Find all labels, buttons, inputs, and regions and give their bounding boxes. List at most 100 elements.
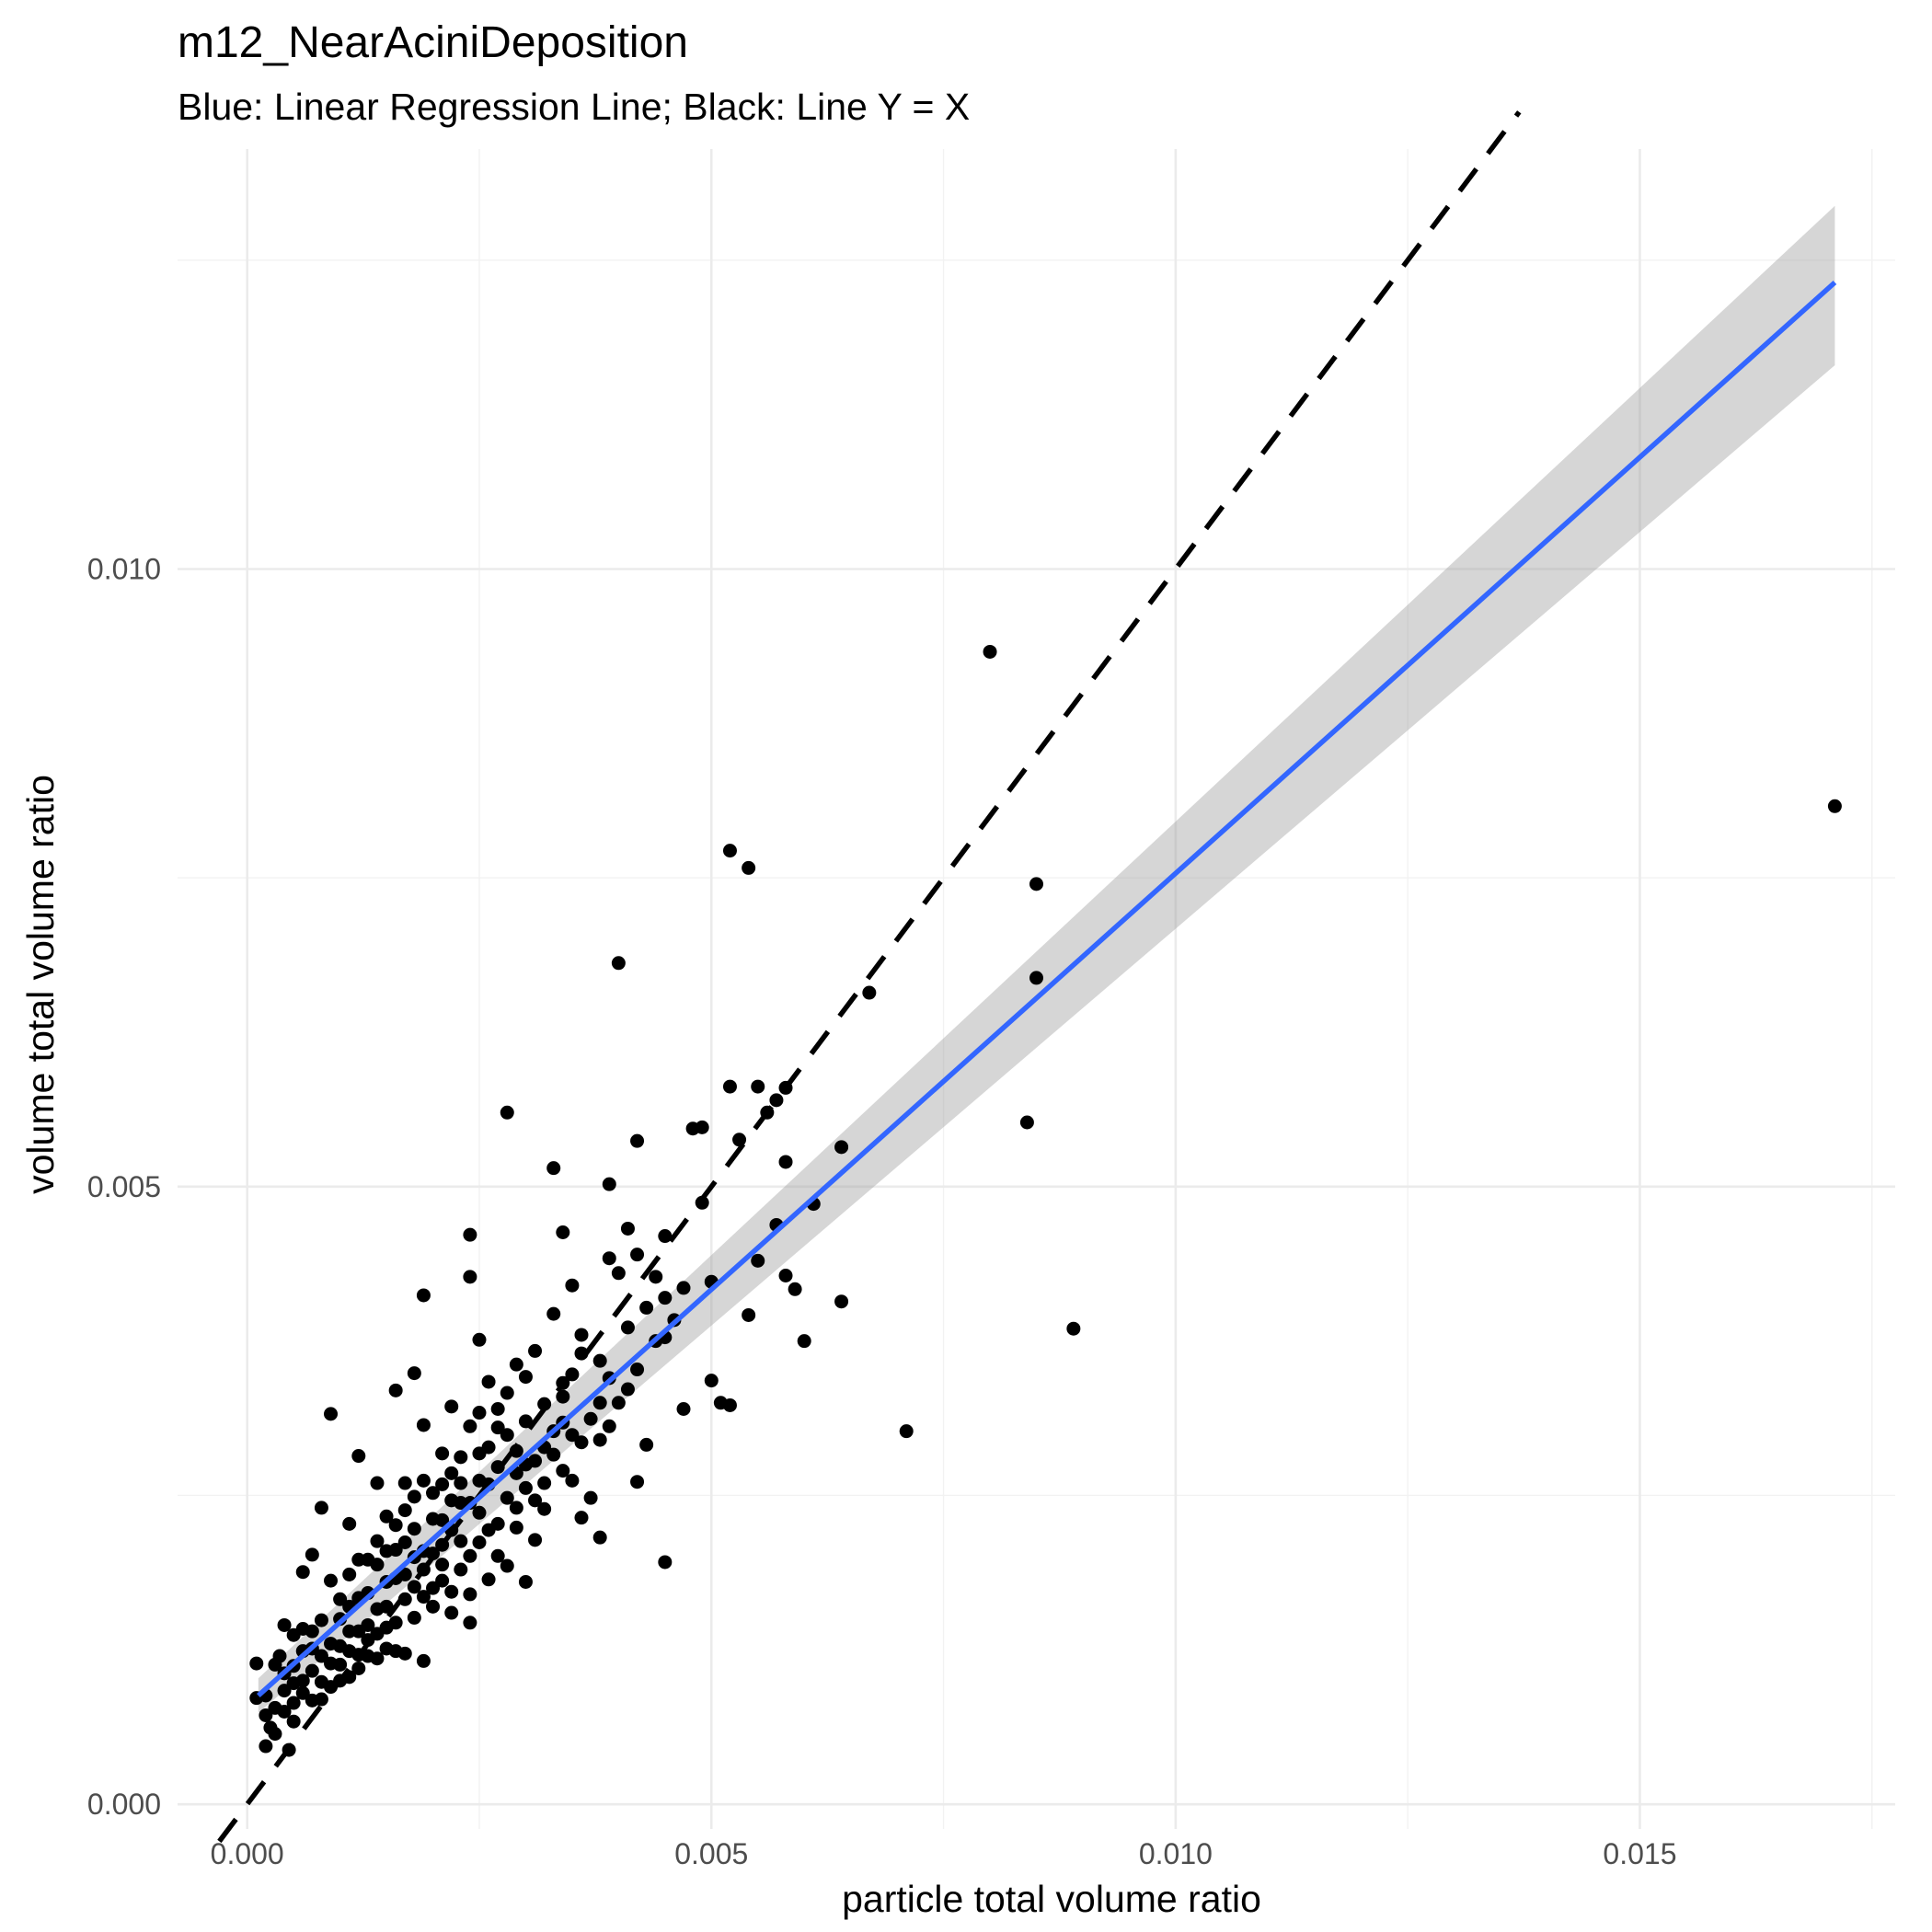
data-point <box>263 1720 278 1735</box>
data-point <box>509 1501 523 1515</box>
data-point <box>388 1518 403 1533</box>
data-point <box>397 1535 412 1550</box>
regression-line <box>256 280 1837 1698</box>
data-point <box>556 1375 570 1390</box>
data-point <box>407 1489 421 1504</box>
data-point <box>602 1251 616 1266</box>
data-point <box>444 1584 459 1599</box>
data-point <box>435 1477 450 1491</box>
data-point <box>426 1486 441 1501</box>
data-point <box>546 1447 561 1462</box>
data-point <box>277 1684 292 1698</box>
data-point <box>407 1366 421 1381</box>
data-point <box>695 1195 709 1210</box>
data-point <box>444 1466 459 1480</box>
data-point <box>509 1357 523 1372</box>
data-point <box>379 1599 394 1614</box>
data-point <box>611 1396 626 1410</box>
data-point <box>658 1291 673 1305</box>
data-point <box>658 1229 673 1244</box>
data-point <box>407 1522 421 1536</box>
data-point <box>305 1663 319 1678</box>
data-point <box>528 1343 543 1358</box>
data-point <box>324 1573 339 1588</box>
y-tick-label: 0.010 <box>87 553 161 586</box>
data-point <box>314 1501 328 1515</box>
data-point <box>592 1530 607 1545</box>
data-point <box>397 1476 412 1490</box>
data-point <box>834 1140 849 1155</box>
data-point <box>351 1661 366 1675</box>
data-point <box>259 1708 273 1722</box>
data-point <box>454 1534 468 1548</box>
x-axis-tick-labels: 0.000 0.005 0.010 0.015 <box>211 1837 1677 1870</box>
data-point <box>397 1503 412 1518</box>
data-point <box>630 1248 645 1262</box>
data-point <box>500 1428 514 1443</box>
data-point <box>361 1617 375 1632</box>
data-point <box>742 1307 756 1322</box>
data-point <box>286 1676 301 1691</box>
data-point <box>277 1617 292 1632</box>
data-point <box>574 1435 589 1450</box>
data-point <box>528 1533 543 1547</box>
data-point <box>490 1420 505 1435</box>
data-point <box>351 1648 366 1662</box>
data-point <box>351 1449 366 1464</box>
data-point <box>500 1386 514 1400</box>
data-point <box>342 1624 357 1639</box>
data-point <box>435 1558 450 1572</box>
data-point <box>722 844 737 858</box>
data-point <box>286 1696 301 1710</box>
data-point <box>314 1692 328 1707</box>
data-point <box>259 1739 273 1754</box>
data-point <box>444 1605 459 1620</box>
y-tick-label: 0.005 <box>87 1170 161 1203</box>
data-point <box>592 1432 607 1447</box>
data-point <box>314 1649 328 1663</box>
data-point <box>268 1700 282 1715</box>
data-point <box>463 1616 477 1630</box>
data-point <box>583 1490 598 1505</box>
data-point <box>454 1476 468 1490</box>
data-point <box>463 1227 477 1242</box>
data-point <box>388 1383 403 1397</box>
data-point <box>426 1581 441 1595</box>
data-point <box>490 1548 505 1563</box>
data-point <box>416 1288 431 1303</box>
data-point <box>435 1446 450 1461</box>
data-point <box>426 1512 441 1526</box>
data-point <box>333 1592 348 1606</box>
data-point <box>797 1334 811 1349</box>
x-tick-label: 0.000 <box>211 1837 284 1870</box>
data-point <box>713 1396 728 1410</box>
data-point <box>751 1079 765 1094</box>
data-point <box>574 1346 589 1361</box>
data-point <box>361 1633 375 1648</box>
data-point <box>537 1397 552 1411</box>
data-point <box>370 1651 385 1666</box>
chart-title: m12_NearAciniDeposition <box>178 18 688 67</box>
data-point <box>333 1657 348 1672</box>
data-point <box>732 1133 747 1147</box>
data-point <box>778 1155 793 1169</box>
data-point <box>388 1644 403 1659</box>
data-point <box>620 1221 635 1236</box>
data-point <box>444 1399 459 1414</box>
data-point <box>286 1627 301 1642</box>
data-point <box>742 860 756 875</box>
data-point <box>509 1443 523 1458</box>
data-point <box>630 1363 645 1377</box>
data-point <box>342 1670 357 1685</box>
data-point <box>472 1446 487 1461</box>
data-point <box>463 1270 477 1284</box>
data-point <box>249 1656 264 1671</box>
data-point <box>463 1587 477 1602</box>
data-point <box>1029 971 1043 985</box>
data-point <box>583 1411 598 1426</box>
data-point <box>983 644 997 659</box>
y-tick-label: 0.000 <box>87 1788 161 1821</box>
data-point <box>342 1516 357 1531</box>
data-point <box>685 1121 700 1136</box>
